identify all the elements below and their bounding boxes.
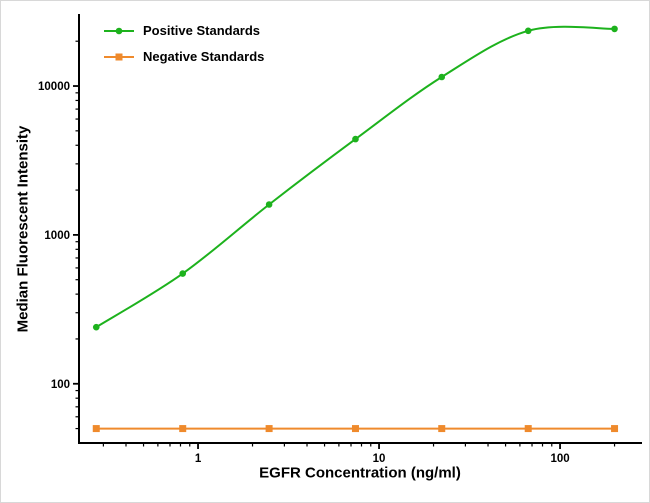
square-marker-icon	[92, 425, 100, 433]
square-marker-icon	[179, 425, 187, 433]
series-positive-standards	[92, 25, 618, 331]
y-tick-label: 100	[51, 379, 70, 391]
square-marker-icon	[265, 425, 273, 433]
axis-spines	[78, 14, 642, 444]
circle-marker-icon	[438, 73, 446, 81]
x-tick-label: 10	[373, 453, 386, 465]
circle-marker-icon	[352, 135, 359, 143]
y-tick-label: 10000	[38, 81, 70, 93]
square-marker-icon	[115, 53, 123, 60]
square-marker-icon	[438, 425, 446, 433]
positive-series-swatch	[104, 27, 134, 34]
legend-item-negative-standards: Negative Standards	[103, 49, 264, 64]
square-marker-icon	[351, 425, 359, 433]
negative-series-swatch	[104, 53, 134, 60]
y-tick-label: 1000	[44, 230, 70, 242]
square-marker-icon	[611, 425, 619, 433]
circle-marker-icon	[179, 270, 187, 277]
axes: 1 10 100 100 1000 10000	[38, 14, 642, 465]
square-marker-icon	[524, 425, 532, 433]
series-negative-standards	[92, 425, 619, 433]
circle-marker-icon	[115, 27, 123, 34]
circle-marker-icon	[92, 323, 100, 331]
circle-marker-icon	[265, 201, 273, 208]
y-axis-title: Median Fluorescent Intensity	[14, 125, 32, 333]
x-axis-title: EGFR Concentration (ng/ml)	[259, 464, 461, 482]
legend-label-positive: Positive Standards	[143, 23, 261, 38]
legend-label-negative: Negative Standards	[143, 49, 265, 64]
legend: Positive Standards Negative Standards	[103, 23, 264, 64]
circle-marker-icon	[611, 25, 618, 33]
legend-item-positive-standards: Positive Standards	[103, 23, 264, 38]
x-tick-label: 1	[195, 453, 202, 465]
x-tick-label: 100	[550, 453, 569, 465]
series-line-positive-standards	[95, 25, 616, 329]
circle-marker-icon	[524, 27, 532, 35]
